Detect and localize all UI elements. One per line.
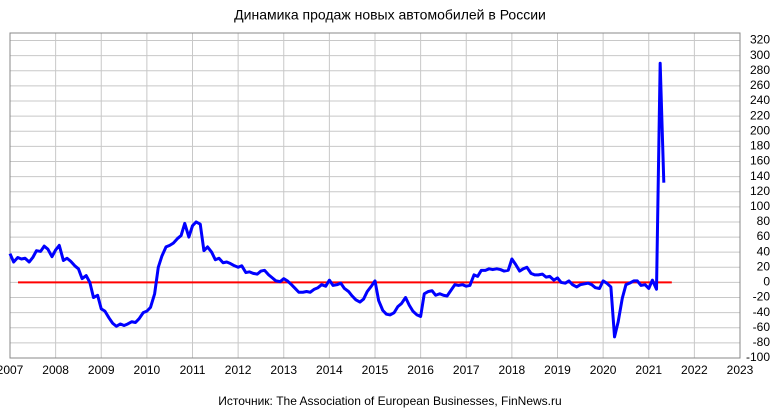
y-tick-label: -100 — [746, 350, 770, 364]
y-tick-label: 180 — [750, 139, 770, 153]
source-note: Источник: The Association of European Bu… — [218, 394, 561, 408]
y-tick-label: 240 — [750, 93, 770, 107]
x-tick-label: 2021 — [635, 363, 662, 377]
x-tick-label: 2022 — [681, 363, 708, 377]
y-tick-label: 120 — [750, 184, 770, 198]
x-tick-label: 2011 — [180, 363, 206, 377]
x-tick-label: 2008 — [42, 363, 69, 377]
y-tick-label: 40 — [757, 244, 771, 258]
data-line — [8, 61, 666, 339]
y-tick-label: 0 — [763, 275, 770, 289]
x-tick-label: 2023 — [727, 363, 754, 377]
y-tick-label: -40 — [753, 305, 771, 319]
y-tick-label: 200 — [750, 123, 770, 137]
plot-frame — [9, 32, 741, 359]
x-tick-label: 2009 — [88, 363, 115, 377]
x-tick-label: 2018 — [499, 363, 526, 377]
y-tick-label: 160 — [750, 154, 770, 168]
x-tick-label: 2010 — [134, 363, 161, 377]
x-tick-label: 2012 — [225, 363, 252, 377]
chart-title: Динамика продаж новых автомобилей в Росс… — [234, 7, 546, 23]
y-tick-label: 300 — [750, 48, 770, 62]
x-tick-label: 2014 — [316, 363, 343, 377]
y-tick-label: -60 — [753, 320, 771, 334]
y-tick-label: 20 — [757, 259, 771, 273]
x-tick-label: 2013 — [270, 363, 297, 377]
y-tick-label: 320 — [750, 33, 770, 47]
x-tick-label: 2020 — [590, 363, 617, 377]
y-tick-label: 60 — [757, 229, 771, 243]
y-tick-label: 220 — [750, 108, 770, 122]
y-tick-label: -20 — [753, 290, 771, 304]
y-tick-label: 260 — [750, 78, 770, 92]
y-tick-label: -80 — [753, 335, 771, 349]
x-tick-label: 2017 — [453, 363, 480, 377]
x-tick-label: 2016 — [407, 363, 434, 377]
x-tick-label: 2015 — [362, 363, 389, 377]
x-tick-label: 2019 — [544, 363, 571, 377]
y-tick-label: 100 — [750, 199, 770, 213]
y-tick-label: 80 — [757, 214, 771, 228]
x-tick-label: 2007 — [0, 363, 24, 377]
y-tick-label: 140 — [750, 169, 770, 183]
y-tick-label: 280 — [750, 63, 770, 77]
